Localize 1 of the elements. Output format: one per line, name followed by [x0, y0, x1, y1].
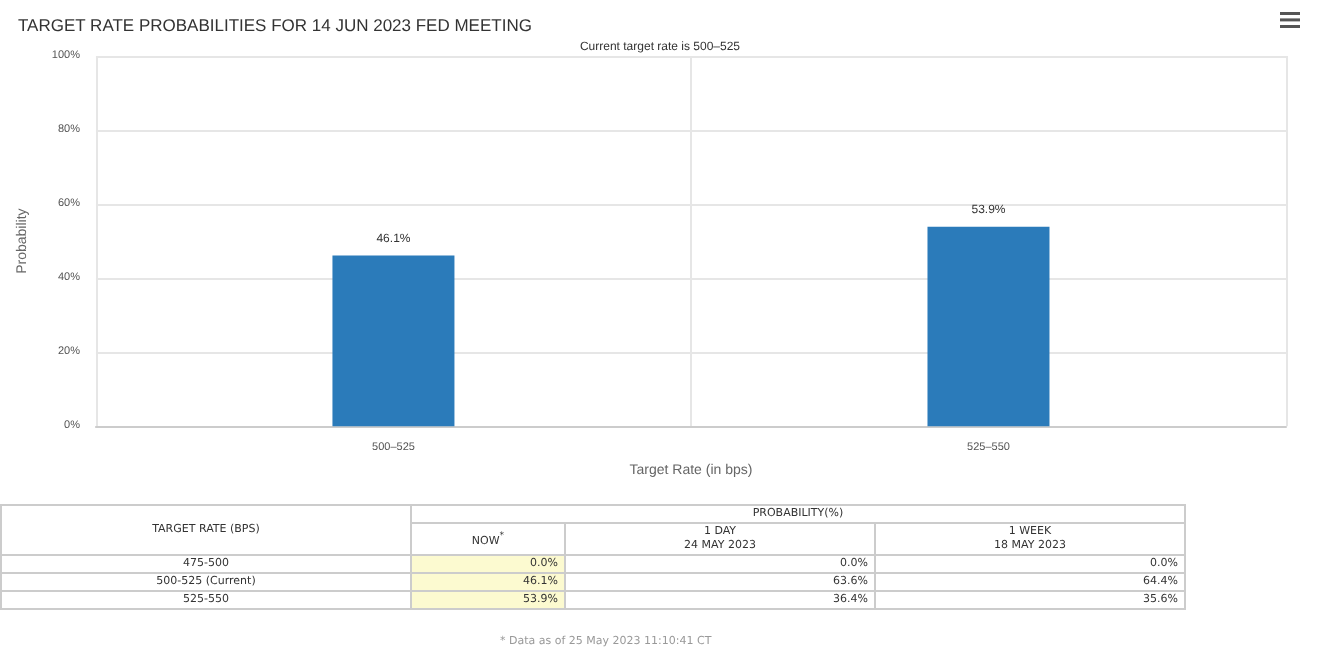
- chart-title: TARGET RATE PROBABILITIES FOR 14 JUN 2023 FED MEETING: [18, 15, 532, 35]
